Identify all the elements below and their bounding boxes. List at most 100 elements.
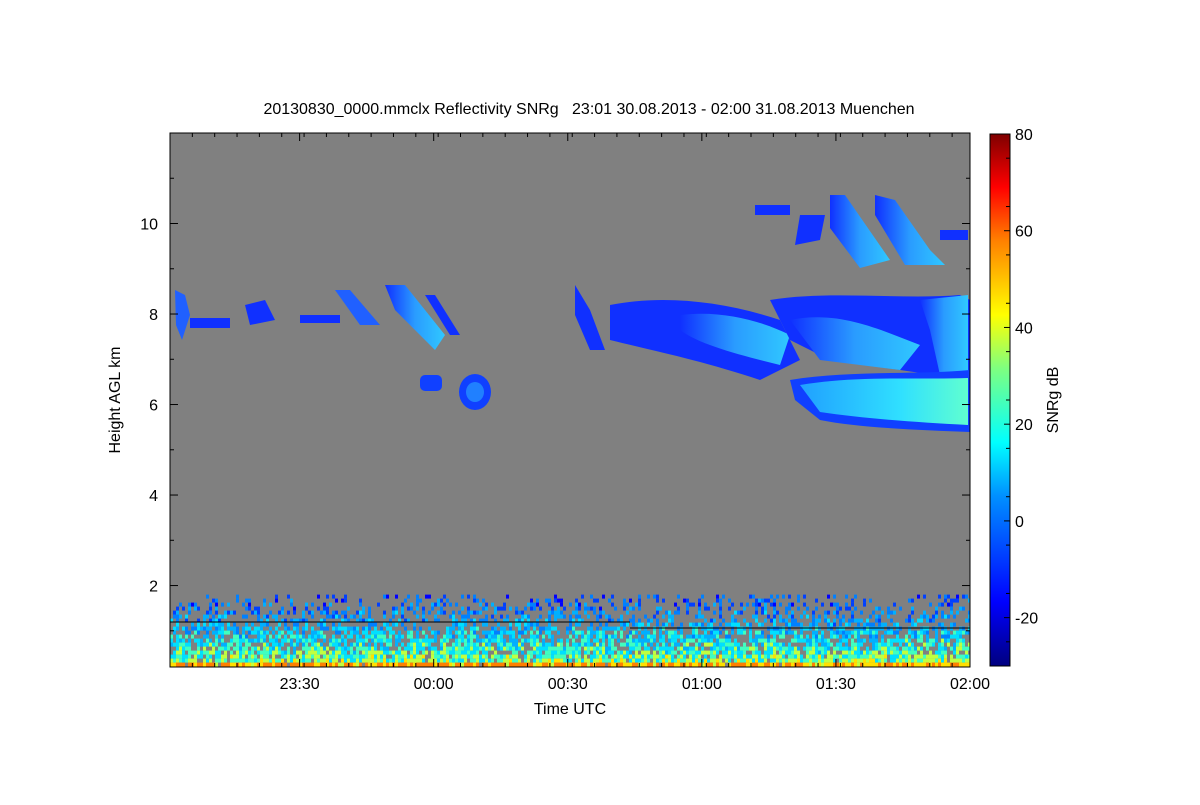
clutter-pixel [419, 598, 422, 603]
clutter-pixel [914, 646, 917, 651]
clutter-pixel [413, 610, 416, 615]
clutter-pixel [707, 634, 710, 639]
clutter-pixel [353, 626, 356, 631]
clutter-pixel [728, 658, 731, 663]
clutter-pixel [422, 618, 425, 623]
clutter-pixel [332, 654, 335, 659]
clutter-pixel [266, 658, 269, 663]
clutter-pixel [674, 638, 677, 643]
clutter-pixel [629, 638, 632, 643]
clutter-pixel [311, 662, 314, 667]
clutter-pixel [434, 602, 437, 607]
clutter-pixel [857, 646, 860, 651]
clutter-pixel [956, 646, 959, 651]
clutter-pixel [626, 662, 629, 667]
clutter-pixel [332, 594, 335, 599]
clutter-pixel [689, 662, 692, 667]
clutter-pixel [449, 634, 452, 639]
clutter-pixel [749, 646, 752, 651]
clutter-pixel [587, 630, 590, 635]
clutter-pixel [383, 654, 386, 659]
clutter-pixel [338, 662, 341, 667]
clutter-pixel [557, 606, 560, 611]
clutter-pixel [695, 614, 698, 619]
clutter-pixel [473, 630, 476, 635]
clutter-pixel [722, 618, 725, 623]
clutter-pixel [458, 654, 461, 659]
clutter-pixel [413, 650, 416, 655]
clutter-pixel [578, 630, 581, 635]
clutter-pixel [677, 610, 680, 615]
clutter-pixel [362, 626, 365, 631]
clutter-pixel [482, 598, 485, 603]
clutter-pixel [602, 650, 605, 655]
clutter-pixel [845, 630, 848, 635]
clutter-pixel [206, 638, 209, 643]
clutter-pixel [593, 598, 596, 603]
clutter-pixel [620, 630, 623, 635]
clutter-pixel [857, 654, 860, 659]
clutter-pixel [545, 598, 548, 603]
clutter-pixel [608, 650, 611, 655]
clutter-pixel [341, 646, 344, 651]
clutter-pixel [338, 630, 341, 635]
clutter-pixel [257, 606, 260, 611]
clutter-pixel [887, 650, 890, 655]
clutter-pixel [185, 626, 188, 631]
clutter-pixel [221, 654, 224, 659]
clutter-pixel [968, 646, 970, 651]
clutter-pixel [251, 658, 254, 663]
clutter-pixel [833, 602, 836, 607]
clutter-pixel [434, 618, 437, 623]
clutter-pixel [281, 642, 284, 647]
clutter-pixel [380, 658, 383, 663]
clutter-pixel [206, 658, 209, 663]
clutter-pixel [404, 654, 407, 659]
clutter-pixel [401, 610, 404, 615]
clutter-pixel [209, 642, 212, 647]
clutter-pixel [239, 658, 242, 663]
clutter-pixel [452, 654, 455, 659]
clutter-pixel [815, 622, 818, 627]
clutter-pixel [542, 646, 545, 651]
clutter-pixel [485, 622, 488, 627]
clutter-pixel [491, 638, 494, 643]
clutter-pixel [551, 650, 554, 655]
clutter-pixel [569, 618, 572, 623]
clutter-pixel [680, 626, 683, 631]
clutter-pixel [182, 646, 185, 651]
clutter-pixel [566, 646, 569, 651]
clutter-pixel [311, 630, 314, 635]
clutter-pixel [887, 630, 890, 635]
clutter-pixel [647, 650, 650, 655]
clutter-pixel [428, 662, 431, 667]
clutter-pixel [254, 654, 257, 659]
clutter-pixel [461, 650, 464, 655]
clutter-pixel [185, 614, 188, 619]
clutter-pixel [269, 626, 272, 631]
clutter-pixel [737, 642, 740, 647]
clutter-pixel [524, 658, 527, 663]
clutter-pixel [212, 598, 215, 603]
clutter-pixel [170, 642, 173, 647]
clutter-pixel [401, 642, 404, 647]
clutter-pixel [782, 646, 785, 651]
clutter-pixel [890, 662, 893, 667]
clutter-pixel [227, 662, 230, 667]
clutter-pixel [350, 634, 353, 639]
clutter-pixel [374, 662, 377, 667]
clutter-pixel [359, 610, 362, 615]
clutter-pixel [329, 654, 332, 659]
clutter-pixel [665, 610, 668, 615]
clutter-pixel [542, 658, 545, 663]
clutter-pixel [542, 654, 545, 659]
clutter-pixel [173, 650, 176, 655]
clutter-pixel [725, 622, 728, 627]
clutter-pixel [812, 658, 815, 663]
clutter-pixel [179, 634, 182, 639]
clutter-pixel [662, 650, 665, 655]
clutter-pixel [740, 630, 743, 635]
clutter-pixel [293, 634, 296, 639]
clutter-pixel [191, 602, 194, 607]
clutter-pixel [851, 638, 854, 643]
